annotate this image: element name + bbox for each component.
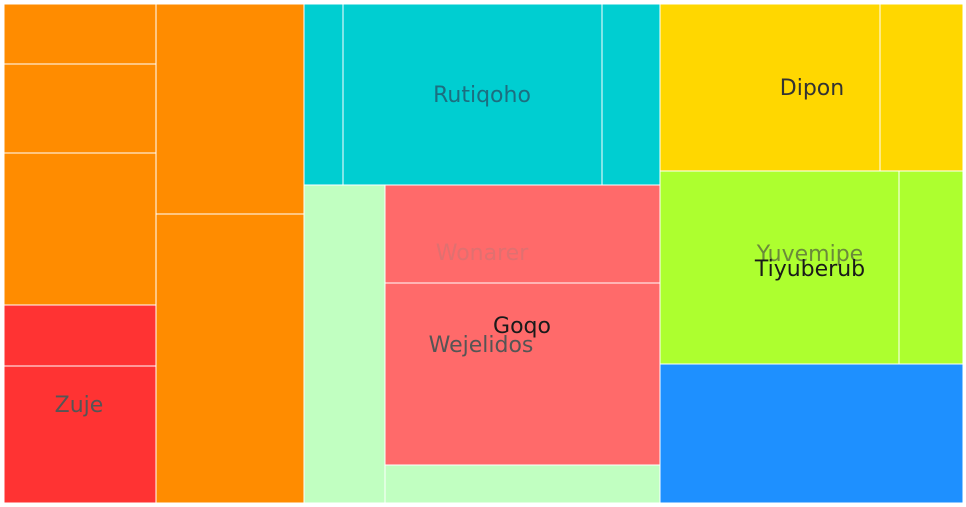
label-dipon: Dipon xyxy=(780,76,844,101)
label-goqo: Goqo xyxy=(493,314,551,339)
tile-zuje xyxy=(3,365,157,504)
tile-wonarer xyxy=(384,184,661,284)
tile-orange-3 xyxy=(3,152,157,306)
label-wejelidos: Wejelidos xyxy=(429,333,534,358)
tile-rutiqoho xyxy=(342,3,603,186)
label-zuje: Zuje xyxy=(55,393,104,418)
label-rutiqoho: Rutiqoho xyxy=(433,83,531,108)
label-wonarer: Wonarer xyxy=(436,241,529,266)
tile-dipon xyxy=(659,3,881,172)
tile-orange-2 xyxy=(3,63,157,154)
tile-blue xyxy=(659,363,964,504)
tile-orange-1 xyxy=(3,3,157,65)
tile-red-1 xyxy=(3,304,157,367)
tile-lime-2 xyxy=(898,170,964,365)
tile-orange-4 xyxy=(155,3,305,215)
label-yuvemipe: Yuvemipe xyxy=(756,242,863,267)
label-tiyuberub: Tiyuberub xyxy=(754,257,865,282)
tile-orange-5 xyxy=(155,213,305,504)
tile-cyan-1 xyxy=(303,3,344,186)
tile-mint-1 xyxy=(303,184,386,504)
tile-mint-2 xyxy=(384,464,661,504)
tile-cyan-2 xyxy=(601,3,661,186)
tile-goqo xyxy=(384,282,661,466)
tile-tiyuberub xyxy=(659,170,900,365)
tile-gold-2 xyxy=(879,3,964,172)
